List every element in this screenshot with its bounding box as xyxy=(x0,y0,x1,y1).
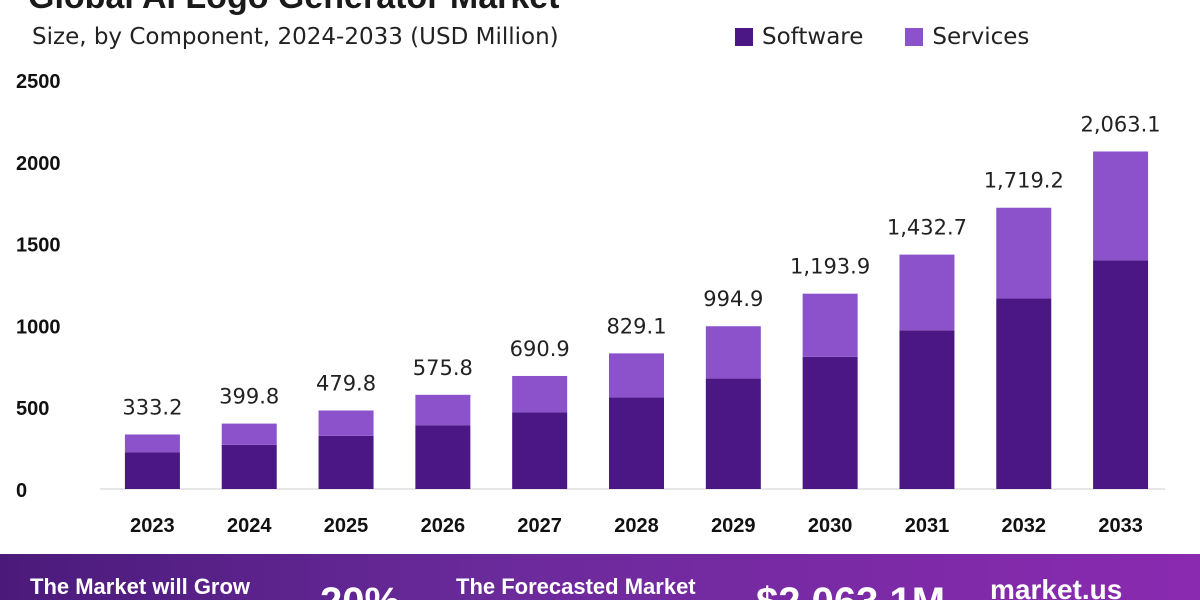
total-label-2031: 1,432.7 xyxy=(887,216,967,240)
bar-software-2026 xyxy=(415,425,471,489)
footer-cagr: 20% xyxy=(320,580,400,600)
x-tick-label-2029: 2029 xyxy=(711,515,756,537)
footer-banner: The Market will Grow 20% The Forecasted … xyxy=(0,554,1200,600)
x-tick-label-2024: 2024 xyxy=(227,515,272,537)
bar-software-2027 xyxy=(512,412,568,489)
total-label-2027: 690.9 xyxy=(510,337,570,361)
footer-grow-text: The Market will Grow xyxy=(30,574,251,599)
legend-label-services: Services xyxy=(932,24,1030,50)
total-label-2028: 829.1 xyxy=(606,314,666,338)
total-label-2032: 1,719.2 xyxy=(984,169,1064,193)
x-tick-label-2026: 2026 xyxy=(421,515,466,537)
bar-software-2032 xyxy=(996,298,1052,489)
chart-title: Global AI Logo Generator Market xyxy=(28,0,559,17)
bar-services-2028 xyxy=(609,353,664,398)
x-tick-label-2028: 2028 xyxy=(614,515,659,537)
footer-brand: market.us xyxy=(990,574,1123,600)
bar-software-2023 xyxy=(124,452,180,489)
bar-software-2025 xyxy=(318,435,374,489)
x-tick-label-2031: 2031 xyxy=(905,515,950,537)
y-tick-label: 1000 xyxy=(16,316,61,338)
bar-software-2029 xyxy=(705,378,761,489)
x-tick-label-2027: 2027 xyxy=(517,515,562,537)
bar-services-2024 xyxy=(221,423,277,445)
legend-item-services: Services xyxy=(905,24,1029,50)
total-label-2023: 333.2 xyxy=(122,395,182,419)
bar-software-2024 xyxy=(221,444,277,489)
y-tick-label: 0 xyxy=(16,480,27,502)
bar-services-2032 xyxy=(996,207,1052,299)
y-tick-label: 1500 xyxy=(16,235,61,257)
y-tick-label: 500 xyxy=(16,398,49,420)
footer-forecast-text: The Forecasted Market xyxy=(456,574,696,599)
legend-swatch-software xyxy=(735,28,753,46)
bar-chart: 0 500 1000 1500 2000 2500 333.2 2023 399.8 2024 47… xyxy=(16,71,1165,537)
legend: Software Services xyxy=(735,24,1029,50)
bar-services-2029 xyxy=(705,326,761,379)
y-tick-label: 2000 xyxy=(16,153,61,175)
x-tick-label-2032: 2032 xyxy=(1002,515,1047,537)
bar-software-2033 xyxy=(1093,260,1149,489)
total-label-2026: 575.8 xyxy=(413,356,473,380)
total-label-2033: 2,063.1 xyxy=(1081,112,1161,136)
bar-software-2030 xyxy=(802,356,858,489)
total-label-2025: 479.8 xyxy=(316,372,376,396)
bar-services-2026 xyxy=(415,394,471,426)
x-tick-label-2030: 2030 xyxy=(808,515,853,537)
bar-services-2025 xyxy=(318,410,374,436)
x-tick-label-2025: 2025 xyxy=(324,515,369,537)
total-label-2024: 399.8 xyxy=(219,385,279,409)
bar-services-2033 xyxy=(1093,151,1149,261)
bar-services-2031 xyxy=(899,254,955,331)
x-tick-label-2023: 2023 xyxy=(130,515,175,537)
total-label-2029: 994.9 xyxy=(703,287,763,311)
total-label-2030: 1,193.9 xyxy=(790,255,870,279)
legend-swatch-services xyxy=(905,28,924,46)
y-tick-label: 2500 xyxy=(16,71,61,93)
bar-services-2030 xyxy=(802,293,858,357)
bar-software-2028 xyxy=(609,397,664,489)
legend-label-software: Software xyxy=(762,24,864,50)
legend-item-software: Software xyxy=(735,24,863,50)
chart-subtitle: Size, by Component, 2024-2033 (USD Milli… xyxy=(32,24,559,50)
footer-forecast-value: $2,063.1M xyxy=(756,580,945,600)
x-tick-label-2033: 2033 xyxy=(1098,515,1143,537)
bar-services-2027 xyxy=(512,375,568,413)
bar-services-2023 xyxy=(124,434,180,453)
bar-software-2031 xyxy=(899,330,955,489)
